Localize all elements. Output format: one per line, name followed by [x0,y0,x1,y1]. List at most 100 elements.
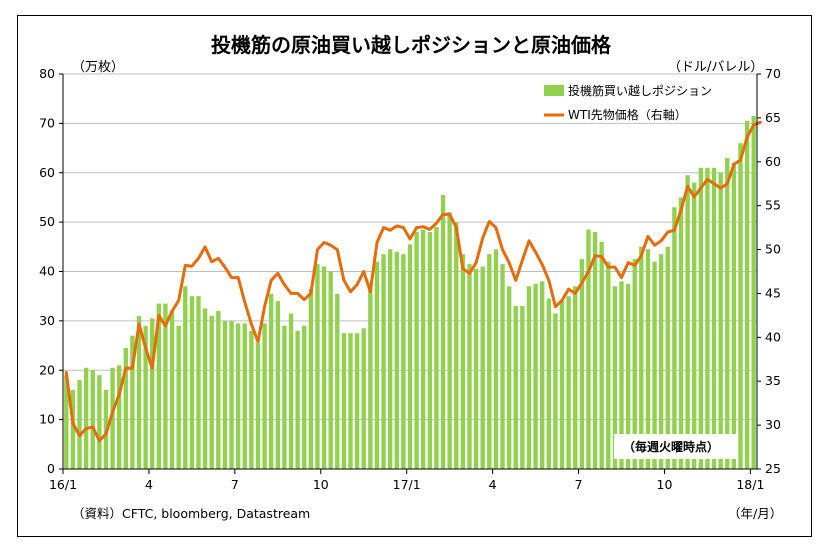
right-tick-label: 65 [765,110,781,125]
bar [579,259,585,469]
bar [83,367,89,469]
bar [665,246,670,469]
bar [315,264,320,469]
bar [744,120,750,469]
bar [282,325,287,469]
bar [480,266,485,469]
right-tick-label: 70 [765,66,781,81]
bar [242,323,247,469]
bar [269,293,274,469]
legend-bar-swatch [544,85,564,96]
bar [625,283,631,469]
bar [275,301,280,469]
bar [738,143,743,469]
left-tick-label: 60 [39,165,55,180]
bar [335,293,340,469]
source-text: （資料）CFTC, bloomberg, Datastream [72,506,310,521]
bar [249,330,254,469]
x-tick-label: 4 [145,477,153,492]
bar [183,286,188,469]
bar [639,246,644,469]
left-tick-label: 50 [39,214,55,229]
chart-frame: 投機筋の原油買い越しポジションと原油価格 （万枚） （ドル/バレル） 0 10 20… [17,15,812,537]
bar [196,296,201,469]
bar [374,261,380,469]
bar [407,244,413,469]
x-tick-label: 16/1 [49,477,77,492]
bar [526,286,532,469]
legend-line-label: WTI先物価格（右軸） [568,107,687,122]
bar [599,241,604,469]
bar [354,333,360,469]
bar [169,311,175,469]
bar [64,375,69,469]
bar [143,325,148,469]
bar [493,249,499,469]
x-tick-label: 17/1 [393,477,421,492]
right-tick-label: 45 [765,285,781,300]
line-series [64,120,762,443]
left-tick-label: 10 [39,412,55,427]
bar [520,306,525,469]
left-tick-label: 80 [39,66,55,81]
left-tick-label: 70 [39,115,55,130]
wti-price-line [64,120,762,443]
bar [612,286,618,469]
bar [222,320,228,469]
x-tick-label: 10 [313,477,329,492]
right-tick-label: 35 [765,373,781,388]
bar [116,365,122,469]
chart-title: 投機筋の原油買い越しポジションと原油価格 [211,33,612,57]
bar [658,254,664,469]
note-text: （毎週火曜時点） [623,439,719,454]
bar [401,254,406,469]
right-tick-label: 50 [765,242,781,257]
x-tick-label: 7 [575,477,583,492]
legend-bar-label: 投機筋買い越しポジション [568,83,712,98]
bar [341,333,347,469]
bar [394,251,399,469]
bar [751,115,756,469]
bar [348,333,353,469]
bar [500,264,505,469]
x-tick-label: 7 [231,477,239,492]
bar [487,254,492,469]
bar [209,315,214,469]
bar [705,167,710,469]
bar [606,261,611,469]
bar [592,232,598,469]
left-tick-label: 30 [39,313,55,328]
bar [229,320,234,469]
bar [328,271,333,469]
bar [216,311,221,469]
bar [361,328,366,469]
right-tick-label: 55 [765,198,781,213]
bar [77,380,82,469]
bar [97,375,102,469]
bar [506,286,512,469]
bar [698,167,704,469]
bar [540,281,545,469]
x-axis-unit: （年/月） [728,506,782,521]
bar [731,162,737,469]
bar [632,259,637,469]
bar [381,254,386,469]
bar [447,212,452,469]
bar [295,330,300,469]
bar [467,264,472,469]
bar [711,167,717,469]
bar [546,298,551,469]
bar [321,266,327,469]
bar [645,249,651,469]
bar [434,227,439,469]
bar [156,303,162,469]
right-tick-label: 25 [765,461,781,476]
bar [262,323,267,469]
left-tick-label: 20 [39,362,55,377]
right-axis-unit: （ドル/バレル） [668,60,763,75]
bar [302,325,307,469]
bar [136,315,142,469]
bar [692,182,697,469]
right-tick-label: 40 [765,329,781,344]
bar [685,175,690,469]
